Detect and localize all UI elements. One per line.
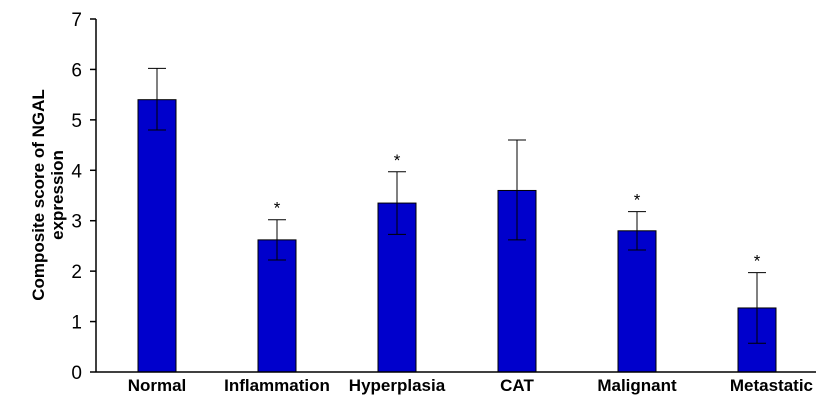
category-label: Metastatic: [730, 376, 813, 395]
y-tick-label: 7: [71, 10, 82, 31]
y-axis-title-line-1: Composite score of NGAL: [29, 89, 48, 301]
y-axis-title-line-2: expression: [48, 150, 67, 240]
significance-mark: *: [394, 151, 401, 170]
significance-marks: * * * *: [274, 151, 761, 271]
category-label: Normal: [128, 376, 187, 395]
y-tick-label: 1: [71, 313, 82, 334]
category-label: Hyperplasia: [349, 376, 446, 395]
error-bars: [148, 67, 766, 344]
y-tick-label: 6: [71, 60, 82, 81]
significance-mark: *: [634, 191, 641, 210]
bars: [137, 99, 777, 373]
bar: [617, 230, 657, 373]
category-label: Inflammation: [224, 376, 330, 395]
y-tick-label: 0: [71, 363, 82, 384]
y-tick-label: 4: [71, 161, 82, 182]
significance-mark: *: [274, 199, 281, 218]
bar: [137, 99, 177, 373]
significance-mark: *: [754, 252, 761, 271]
category-labels: Normal Inflammation Hyperplasia CAT Malignan…: [128, 376, 813, 395]
category-label: Malignant: [597, 376, 677, 395]
y-axis-title: Composite score of NGAL expression: [29, 89, 67, 301]
y-tick-label: 2: [71, 262, 82, 283]
y-axis-ticks: 0 1 2 3 4 5 6 7: [71, 10, 96, 384]
y-tick-label: 3: [71, 212, 82, 233]
bar: [257, 239, 297, 373]
category-label: CAT: [500, 376, 534, 395]
y-tick-label: 5: [71, 111, 82, 132]
